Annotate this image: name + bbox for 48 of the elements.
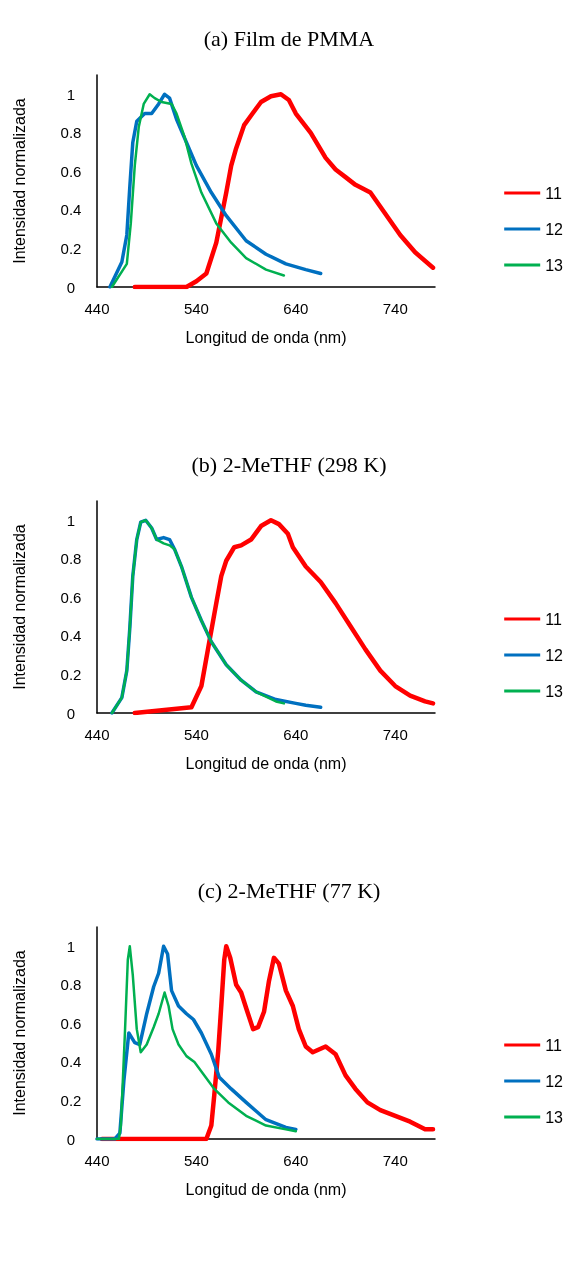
- y-tick-label: 0.2: [60, 239, 82, 257]
- x-axis-title: Longitud de onda (nm): [185, 1180, 347, 1198]
- chart-title: (a) Film de PMMA: [203, 25, 375, 51]
- y-tick-label: 0: [66, 704, 76, 722]
- x-tick-label: 640: [283, 300, 309, 317]
- x-tick-label: 540: [183, 300, 209, 317]
- y-tick-label: 0: [66, 1130, 76, 1148]
- x-tick-label: 440: [84, 1152, 110, 1169]
- legend-label: 13: [545, 1108, 564, 1126]
- y-tick-label: 0.4: [60, 627, 82, 645]
- legend-label: 12: [545, 1072, 564, 1090]
- x-tick-label: 740: [382, 1152, 408, 1169]
- y-axis-title: Intensidad normalizada: [10, 950, 28, 1116]
- legend-label: 12: [545, 646, 564, 664]
- x-tick-label: 740: [382, 726, 408, 743]
- y-tick-label: 0.6: [60, 1014, 82, 1032]
- x-tick-label: 440: [84, 726, 110, 743]
- y-tick-label: 0: [66, 278, 76, 296]
- x-axis-title: Longitud de onda (nm): [185, 328, 347, 346]
- legend-label: 12: [545, 220, 564, 238]
- chart-title: (b) 2-MeTHF (298 K): [191, 451, 387, 477]
- y-axis-title: Intensidad normalizada: [10, 524, 28, 690]
- legend-label: 11: [545, 184, 562, 202]
- y-tick-label: 0.2: [60, 665, 82, 683]
- x-tick-label: 540: [183, 726, 209, 743]
- x-tick-label: 640: [283, 726, 309, 743]
- y-tick-label: 0.8: [60, 550, 82, 568]
- y-tick-label: 0.8: [60, 124, 82, 142]
- legend-label: 11: [545, 1036, 562, 1054]
- y-tick-label: 0.8: [60, 976, 82, 994]
- y-tick-label: 1: [66, 85, 76, 103]
- x-tick-label: 540: [183, 1152, 209, 1169]
- legend-label: 13: [545, 682, 564, 700]
- x-tick-label: 640: [283, 1152, 309, 1169]
- x-axis-title: Longitud de onda (nm): [185, 754, 347, 772]
- y-axis-title: Intensidad normalizada: [10, 98, 28, 264]
- chart-title: (c) 2-MeTHF (77 K): [197, 877, 381, 903]
- x-tick-label: 740: [382, 300, 408, 317]
- y-tick-label: 0.2: [60, 1091, 82, 1109]
- y-tick-label: 0.6: [60, 162, 82, 180]
- x-tick-label: 440: [84, 300, 110, 317]
- y-tick-label: 1: [66, 937, 76, 955]
- y-tick-label: 1: [66, 511, 76, 529]
- y-tick-label: 0.4: [60, 1053, 82, 1071]
- legend-label: 13: [545, 256, 564, 274]
- legend-label: 11: [545, 610, 562, 628]
- y-tick-label: 0.6: [60, 588, 82, 606]
- y-tick-label: 0.4: [60, 201, 82, 219]
